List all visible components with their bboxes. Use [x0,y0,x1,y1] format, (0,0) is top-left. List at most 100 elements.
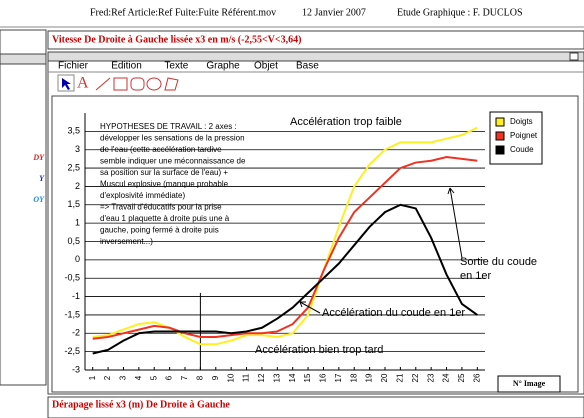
annotation: Accélération bien trop tard [255,344,383,356]
study: Etude Graphique : F. DUCLOS [397,7,523,18]
legend-swatch [495,131,505,141]
hypothesis-line: développer les sensations de la pression [100,134,245,143]
arrow [447,187,463,259]
x-tick-label: 13 [272,373,281,382]
bottom-panel [47,396,584,418]
x-tick-label: 8 [195,375,204,380]
x-tick-label: 9 [211,375,220,380]
tool-rounded[interactable] [130,77,145,91]
tool-oval[interactable] [146,77,162,91]
hypothesis-line: gauche, poing fermé à droite puis [100,226,219,235]
x-tick-label: 25 [457,373,466,382]
y-tick-label: 2 [75,181,80,191]
y-tick-label: 3 [75,144,80,154]
y-tick-label: -3 [72,364,80,374]
series-line [92,126,478,346]
y-tick-label: 2,5 [67,162,80,172]
hypothesis-line: => Travail d'éducatifs pour la prise [100,203,222,212]
sidebar [0,29,47,386]
y-tick-label: 3,5 [67,126,80,136]
hypothesis-line: d'explosivité immédiate) [100,191,185,200]
y-tick-label: -1,5 [64,309,80,319]
hypothesis-line: Muscul explosive (manque probable [100,180,229,189]
x-tick-label: 16 [319,373,328,382]
x-tick-label: 6 [165,375,174,380]
menu-item[interactable]: Edition [111,61,142,72]
hypothesis-line: sa position sur la surface de l'eau) + [100,168,228,177]
plot: -3-2,5-2-1,5-1-0,500,511,522,533,51 2 3 4 5 6… [64,113,546,388]
x-tick-label: 15 [303,373,312,382]
legend-label: Doigts [510,117,533,126]
x-tick-label: 20 [380,373,389,382]
y-tick-label: -2 [72,328,80,338]
y-tick-label: -2,5 [64,346,80,356]
menu-bar: Fichier Edition Texte Graphe Objet Base [58,61,319,72]
x-tick-label: 22 [411,373,420,382]
x-tick-label: 12 [257,373,266,382]
x-tick-label: 7 [180,375,189,380]
x-tick-label: 5 [149,375,158,380]
menu-item[interactable]: Base [296,61,319,72]
legend-label: Poignet [510,131,538,140]
sidebar-label: Y [39,174,45,183]
tool-line[interactable] [95,77,111,91]
x-tick-label: 1 [88,375,97,380]
menu-item[interactable]: Graphe [206,61,240,72]
hypothesis-line: HYPOTHESES DE TRAVAIL : 2 axes : [100,122,237,131]
x-tick-label: 24 [442,373,451,382]
x-tick-label: 23 [426,373,435,382]
hypothesis-line: de l'eau (cette accélération tardive [100,145,222,154]
x-tick-label: 17 [334,373,343,382]
x-axis-label: N° Image [513,379,546,388]
x-tick-label: 10 [226,373,235,382]
tool-poly[interactable] [164,77,179,91]
tool-rect[interactable] [113,77,128,91]
legend-swatch [495,145,505,155]
x-tick-label: 21 [395,373,404,382]
sidebar-label: DY [32,153,45,162]
y-tick-label: 1 [75,218,80,228]
annotation: Accélération trop faible [290,116,402,128]
series-line [92,156,478,340]
series-line [92,203,478,355]
date: 12 Janvier 2007 [302,7,366,18]
menu-item[interactable]: Objet [254,61,278,72]
x-tick-label: 19 [365,373,374,382]
annotation: Sortie du coude [460,256,537,268]
zoom-box[interactable] [569,52,579,61]
arrow-icon [62,78,71,90]
tool-text[interactable]: A [77,75,89,92]
arrow [299,301,321,314]
panel-title-bar [47,30,584,50]
xlabel-box [497,375,561,393]
x-tick-label: 11 [242,373,251,382]
x-tick-label: 3 [119,375,128,380]
menu-item[interactable]: Texte [164,61,188,72]
y-tick-label: 0,5 [67,236,80,246]
y-tick-label: -1 [72,291,80,301]
y-tick-label: 0 [75,254,80,264]
window-titlebar [47,51,584,62]
sidebar-label: OY [33,195,45,204]
menu-item[interactable]: Fichier [58,61,89,72]
hypothesis-line: inversement...) [100,237,153,246]
y-tick-label: -0,5 [64,273,80,283]
file-path: Fred:Ref Article:Ref Fuite:Fuite Référen… [90,7,276,18]
legend-label: Coude [510,145,534,154]
hypothesis-line: d'eau 1 plaquette à droite puis une à [100,214,230,223]
y-tick-label: 1,5 [67,199,80,209]
sidebar-bar [0,53,47,65]
panel-title: Vitesse De Droite à Gauche lissée x3 en … [52,34,301,45]
x-tick-label: 18 [349,373,358,382]
toolbar: A [57,74,179,92]
hypothesis-line: semble indiquer une méconnaissance de [100,157,246,166]
x-tick-label: 14 [288,373,297,382]
legend-swatch [495,117,505,127]
x-tick-label: 2 [103,375,112,380]
x-tick-label: 4 [134,375,143,380]
x-tick-label: 26 [472,373,481,382]
annotation: en 1er [460,270,492,282]
bottom-title: Dérapage lissé x3 (m) De Droite à Gauche [52,399,230,410]
